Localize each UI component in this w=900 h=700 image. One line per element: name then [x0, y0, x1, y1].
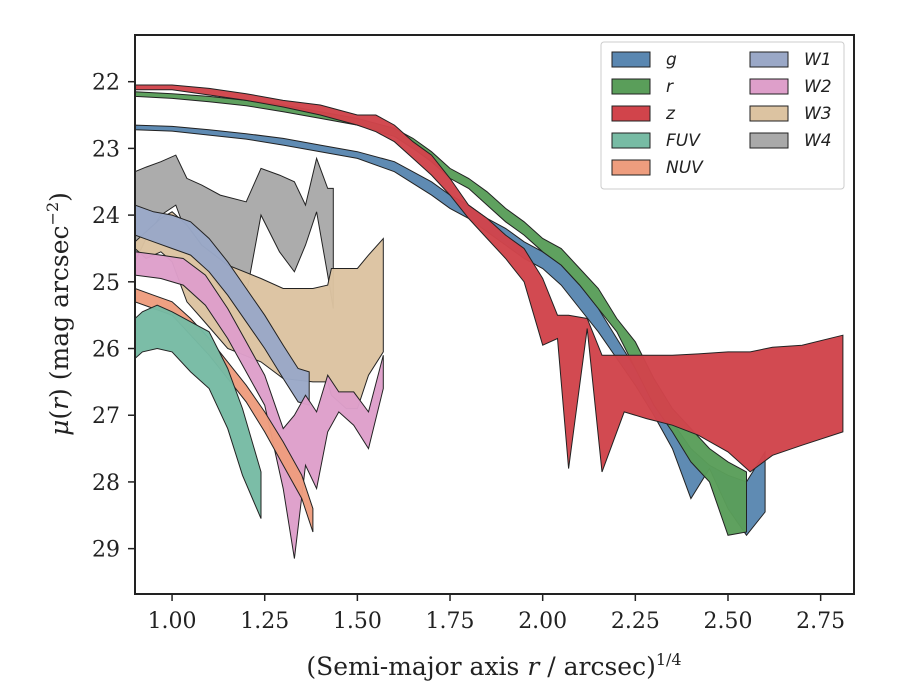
x-tick-label: 1.50: [333, 609, 382, 634]
x-axis-label-var: r: [527, 652, 541, 681]
x-tick-label: 2.25: [611, 609, 660, 634]
x-tick-label: 1.75: [426, 609, 475, 634]
y-axis: 22 23 24 25 26 27 28 29: [92, 71, 135, 563]
x-tick-label: 2.75: [796, 609, 845, 634]
legend-label-fuv: FUV: [666, 131, 701, 151]
legend-swatch-w1: [749, 51, 789, 68]
legend-label-z: z: [665, 104, 676, 124]
x-tick-label: 2.50: [703, 609, 752, 634]
legend-swatch-nuv: [611, 159, 651, 176]
band-fuv: [135, 304, 262, 519]
legend-swatch-w4: [749, 132, 789, 149]
legend-label-w2: W2: [804, 77, 832, 97]
legend-swatch-w2: [749, 78, 789, 95]
y-tick-label: 22: [92, 71, 120, 96]
legend-label-g: g: [666, 50, 677, 70]
legend-label-w1: W1: [804, 50, 832, 70]
x-tick-label: 1.00: [148, 609, 197, 634]
legend-label-nuv: NUV: [666, 158, 704, 178]
y-tick-label: 23: [92, 137, 120, 162]
x-axis-label-main: (Semi-major axis: [306, 652, 527, 681]
y-axis-label-sup: −2: [43, 202, 62, 226]
legend-swatch-r: [611, 78, 651, 95]
y-tick-label: 25: [92, 271, 120, 296]
x-axis: 1.00 1.25 1.50 1.75 2.00 2.25 2.50 2.75: [148, 594, 845, 634]
x-axis-label-sup: 1/4: [656, 650, 682, 669]
legend-swatch-fuv: [611, 132, 651, 149]
y-tick-label: 28: [92, 471, 120, 496]
x-tick-label: 1.25: [240, 609, 289, 634]
y-axis-label-var: r: [45, 396, 74, 410]
legend-swatch-z: [611, 105, 651, 122]
y-axis-label-open: (: [45, 410, 74, 420]
y-tick-label: 27: [92, 404, 120, 429]
y-axis-label-mu: μ: [45, 420, 74, 436]
y-axis-label-close: ): [45, 192, 74, 202]
legend-label-w3: W3: [804, 104, 832, 124]
plot-frame: [134, 34, 855, 595]
y-axis-label: μ(r) (mag arcsec−2): [43, 192, 74, 436]
y-tick-label: 29: [92, 538, 120, 563]
legend-swatch-w3: [749, 105, 789, 122]
bands-layer: [135, 84, 844, 559]
x-tick-label: 2.00: [518, 609, 567, 634]
legend: grz FUV NUV W1 W2 W3 W4: [600, 41, 845, 190]
legend-label-w4: W4: [804, 131, 832, 151]
x-axis-label: (Semi-major axis r / arcsec)1/4: [306, 650, 681, 681]
y-tick-label: 26: [92, 338, 120, 363]
y-tick-label: 24: [92, 204, 120, 229]
x-axis-label-rest: / arcsec): [539, 652, 656, 681]
legend-label-r: r: [666, 77, 674, 97]
y-axis-label-rest: ) (mag arcsec: [45, 225, 74, 398]
band-z: [135, 84, 844, 473]
band-w2: [135, 251, 384, 559]
legend-swatch-g: [611, 51, 651, 68]
